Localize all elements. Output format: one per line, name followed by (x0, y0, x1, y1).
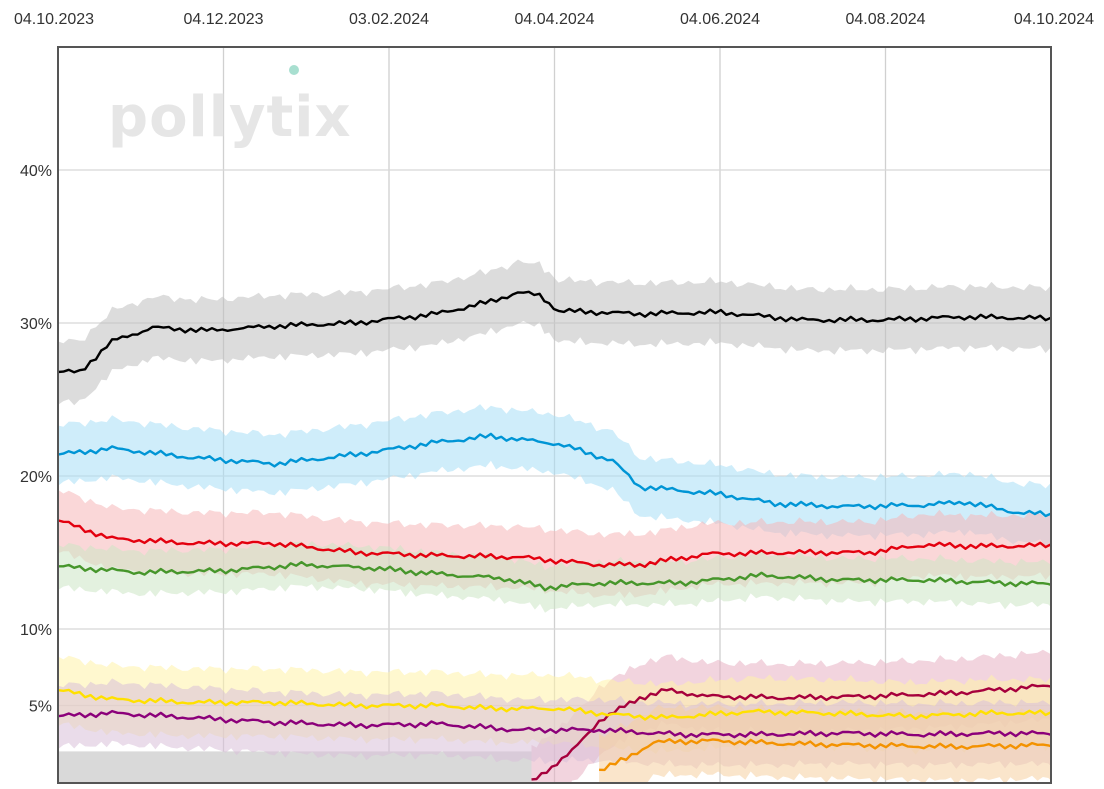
x-tick-label: 04.10.2024 (1014, 11, 1094, 28)
series-line (58, 290, 1051, 374)
watermark-dot (289, 65, 299, 75)
y-tick-label: 40% (20, 163, 52, 180)
x-axis-labels: 04.10.2023 04.12.2023 03.02.2024 04.04.2024… (14, 11, 1094, 28)
series-lines (58, 290, 1051, 781)
x-tick-label: 03.02.2024 (349, 11, 429, 28)
series-line (58, 709, 1051, 739)
series-line (531, 683, 1051, 781)
series-line (599, 738, 1051, 772)
series-line (58, 560, 1051, 592)
series-band (599, 704, 1051, 783)
plot-frame (57, 46, 1052, 784)
series-line (58, 432, 1051, 518)
y-tick-label: 10% (20, 622, 52, 639)
series-band (58, 541, 1051, 613)
confidence-bands (58, 259, 1051, 783)
x-tick-label: 04.12.2023 (183, 11, 263, 28)
y-tick-label: 5% (29, 699, 52, 716)
pollytix-watermark: pollytix (108, 85, 352, 150)
x-tick-label: 04.08.2024 (845, 11, 925, 28)
series-line (58, 688, 1051, 721)
y-tick-label: 20% (20, 469, 52, 486)
series-line (58, 519, 1051, 568)
x-tick-label: 04.06.2024 (680, 11, 760, 28)
x-tick-label: 04.04.2024 (514, 11, 594, 28)
x-tick-label: 04.10.2023 (14, 11, 94, 28)
y-axis-labels: 40% 30% 20% 10% 5% (20, 163, 52, 716)
series-band (58, 404, 1051, 548)
y-tick-label: 30% (20, 316, 52, 333)
series-band (58, 259, 1051, 406)
plot-area: pollytix (58, 47, 1051, 783)
